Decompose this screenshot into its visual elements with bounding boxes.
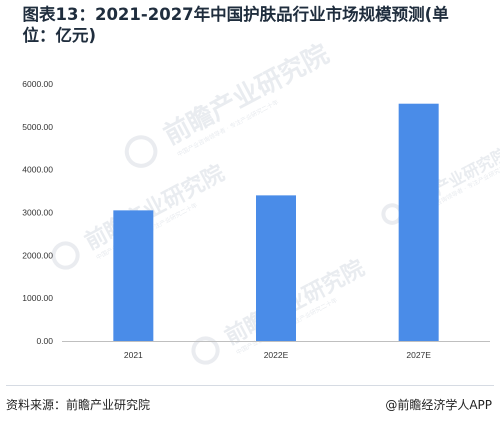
source-note: 资料来源：前瞻产业研究院	[6, 398, 151, 412]
brand-credit: @前瞻经济学人APP	[385, 398, 492, 412]
watermark-text: 前瞻产业研究院	[81, 160, 229, 255]
y-tick-label: 5000.00	[22, 122, 53, 132]
bar-2027e	[398, 103, 439, 341]
chart-title-text: 图表13：2021-2027年中国护肤品行业市场规模预测(单位：亿元)	[22, 5, 449, 45]
y-tick-label: 0.00	[36, 336, 53, 346]
y-axis: 0.00 1000.00 2000.00 3000.00 4000.00 5000.00 6…	[22, 79, 53, 346]
footer-divider	[6, 385, 494, 386]
chart-title: 图表13：2021-2027年中国护肤品行业市场规模预测(单位：亿元)	[0, 4, 500, 46]
x-tick-label: 2027E	[406, 350, 431, 360]
y-tick-label: 1000.00	[22, 293, 53, 303]
y-tick-label: 3000.00	[22, 208, 53, 218]
bar-2021	[113, 210, 154, 341]
x-tick-label: 2022E	[264, 350, 289, 360]
bars	[113, 103, 439, 341]
y-tick-label: 6000.00	[22, 79, 53, 89]
watermark-logo-icon	[51, 241, 80, 270]
x-tick-label: 2021	[124, 350, 143, 360]
y-tick-label: 2000.00	[22, 250, 53, 260]
x-axis: 2021 2022E 2027E	[62, 341, 490, 360]
watermark-text: 前瞻产业研究院	[159, 38, 334, 151]
watermark-logo-icon	[124, 135, 158, 168]
bar-2022e	[256, 195, 296, 341]
watermark-logo-icon	[191, 336, 220, 365]
y-tick-label: 4000.00	[22, 165, 53, 175]
